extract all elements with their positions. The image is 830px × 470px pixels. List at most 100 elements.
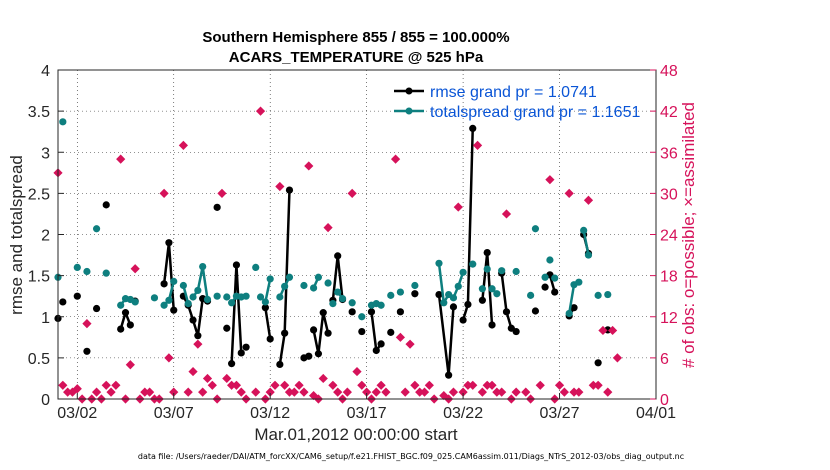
y-right-tick-label: 0 bbox=[660, 392, 669, 409]
obs-possible-marker bbox=[395, 332, 406, 342]
rmse-point bbox=[324, 329, 332, 337]
y-right-tick-label: 30 bbox=[660, 186, 678, 203]
obs-layer bbox=[53, 106, 623, 404]
totalspread-point bbox=[184, 299, 192, 308]
obs-possible-marker bbox=[280, 380, 290, 390]
totalspread-point bbox=[396, 288, 405, 296]
rmse-point bbox=[126, 321, 134, 329]
chart-title-line-2: ACARS_TEMPERATURE @ 525 hPa bbox=[229, 49, 484, 66]
obs-possible-marker bbox=[217, 188, 227, 198]
x-tick-label: 03/12 bbox=[250, 405, 290, 422]
obs-possible-marker bbox=[497, 387, 507, 397]
totalspread-point bbox=[541, 273, 549, 281]
rmse-point bbox=[551, 288, 559, 296]
obs-possible-marker bbox=[111, 380, 121, 390]
rmse-point bbox=[170, 306, 178, 314]
obs-possible-marker bbox=[251, 387, 261, 397]
rmse-point bbox=[435, 290, 443, 299]
obs-possible-marker bbox=[583, 195, 594, 205]
obs-possible-marker bbox=[463, 380, 473, 390]
rmse-point bbox=[541, 283, 549, 291]
x-axis-label: Mar.01,2012 00:00:00 start bbox=[254, 425, 457, 444]
totalspread-point bbox=[440, 299, 448, 307]
rmse-line bbox=[230, 263, 243, 364]
legend-rmse-label: rmse grand pr = 1.0741 bbox=[430, 84, 597, 101]
obs-possible-marker bbox=[574, 387, 584, 397]
totalspread-point bbox=[203, 295, 212, 304]
y-right-tick-label: 42 bbox=[660, 104, 678, 121]
obs-possible-marker bbox=[231, 380, 242, 390]
totalspread-point bbox=[469, 260, 477, 268]
obs-possible-marker bbox=[390, 154, 401, 164]
totalspread-point bbox=[324, 279, 332, 287]
obs-possible-marker bbox=[458, 387, 468, 397]
chart-title-line-1: Southern Hemisphere 855 / 855 = 100.000% bbox=[202, 29, 509, 46]
obs-possible-marker bbox=[424, 380, 434, 390]
rmse-series bbox=[54, 124, 612, 379]
obs-possible-marker bbox=[289, 387, 299, 397]
totalspread-point bbox=[411, 281, 419, 290]
obs-possible-marker bbox=[554, 380, 565, 390]
obs-possible-marker bbox=[535, 380, 545, 390]
rmse-point bbox=[223, 324, 231, 332]
obs-possible-marker bbox=[521, 387, 531, 397]
obs-possible-marker bbox=[116, 154, 126, 164]
totalspread-point bbox=[527, 291, 535, 299]
obs-possible-marker bbox=[598, 325, 608, 336]
obs-possible-marker bbox=[198, 387, 208, 397]
obs-possible-marker bbox=[559, 387, 569, 397]
totalspread-point bbox=[449, 294, 458, 302]
y-tick-label: 2 bbox=[41, 228, 50, 245]
y-tick-label: 3.5 bbox=[28, 104, 50, 121]
rmse-point bbox=[83, 347, 91, 355]
obs-possible-marker bbox=[381, 387, 391, 397]
obs-possible-marker bbox=[472, 140, 483, 150]
totalspread-point bbox=[565, 309, 573, 318]
rmse-point bbox=[228, 360, 236, 368]
chart-title: Southern Hemisphere 855 / 855 = 100.000%… bbox=[202, 29, 509, 66]
obs-possible-marker bbox=[125, 360, 135, 370]
totalspread-point bbox=[150, 294, 159, 302]
rmse-point bbox=[387, 328, 395, 336]
totalspread-point bbox=[309, 284, 318, 292]
rmse-point bbox=[334, 252, 342, 260]
obs-possible-marker bbox=[101, 380, 111, 390]
totalspread-line bbox=[192, 265, 209, 300]
rmse-point bbox=[570, 304, 578, 312]
obs-possible-marker bbox=[511, 387, 521, 397]
footer-data-file: data file: /Users/raeder/DAI/ATM_forcXX/… bbox=[138, 452, 684, 461]
rmse-point bbox=[102, 201, 110, 209]
y-tick-label: 2.5 bbox=[28, 186, 50, 203]
obs-possible-marker bbox=[482, 380, 492, 390]
totalspread-point bbox=[459, 268, 467, 276]
obs-possible-marker bbox=[453, 202, 463, 212]
rmse-point bbox=[464, 300, 472, 309]
obs-possible-marker bbox=[145, 387, 155, 397]
totalspread-point bbox=[276, 293, 284, 301]
totalspread-point bbox=[256, 293, 265, 301]
y-right-tick-label: 48 bbox=[660, 63, 678, 80]
totalspread-point bbox=[454, 282, 462, 290]
x-tick-label: 03/02 bbox=[57, 405, 97, 422]
obs-possible-marker bbox=[588, 380, 598, 390]
right-axis: 0 6 12 18 24 30 36 42 48 bbox=[650, 63, 678, 409]
totalspread-point bbox=[580, 226, 588, 234]
legend-spread-marker bbox=[405, 107, 413, 115]
totalspread-point bbox=[252, 263, 260, 271]
rmse-point bbox=[73, 292, 81, 300]
rmse-point bbox=[92, 304, 101, 313]
totalspread-point bbox=[584, 251, 593, 259]
rmse-line bbox=[264, 307, 272, 340]
totalspread-point bbox=[199, 262, 207, 271]
rmse-point bbox=[469, 124, 477, 132]
rmse-point bbox=[266, 335, 274, 343]
y-tick-label: 0.5 bbox=[28, 351, 50, 368]
obs-possible-marker bbox=[468, 380, 478, 390]
totalspread-point bbox=[59, 118, 67, 126]
obs-possible-marker bbox=[140, 387, 150, 397]
y-tick-label: 1 bbox=[41, 310, 50, 327]
obs-possible-marker bbox=[202, 373, 213, 384]
rmse-point bbox=[309, 326, 318, 334]
totalspread-point bbox=[594, 291, 602, 299]
